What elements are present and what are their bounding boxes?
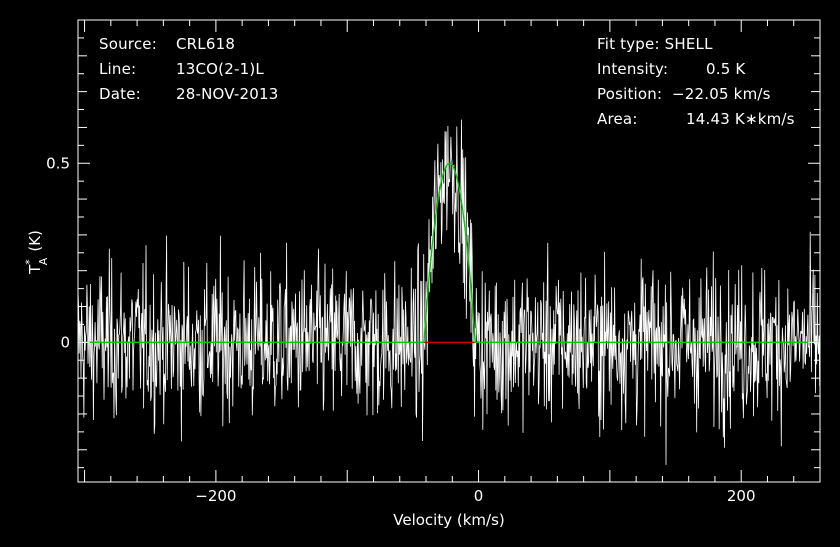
position-value: −22.05 km/s [672,85,771,103]
x-tick-label: 0 [474,487,484,505]
x-tick-label: 200 [727,487,756,505]
intensity-label: Intensity: [597,60,669,78]
plot-frame [77,19,821,483]
spectrum-trace [77,119,821,465]
axis-tick-labels: −200 0 200 0 0.5 [46,154,755,505]
position-label: Position: [597,85,663,103]
axis-ticks [78,19,821,482]
source-value: CRL618 [176,35,236,53]
x-axis-label: Velocity (km/s) [393,511,504,529]
y-tick-label: 0 [60,333,70,351]
area-label: Area: [597,110,638,128]
y-tick-label: 0.5 [46,154,70,172]
svg-text:T*A(K): T*A(K) [23,230,50,275]
date-label: Date: [99,85,141,103]
fit-type: Fit type: SHELL [597,35,713,53]
line-label: Line: [99,60,137,78]
source-label: Source: [99,35,157,53]
spectrum-line [77,119,821,465]
area-value: 14.43 K∗km/s [686,110,795,128]
x-tick-label: −200 [195,487,236,505]
line-value: 13CO(2-1)L [176,60,264,78]
date-value: 28-NOV-2013 [176,85,279,103]
shell-fit-curve [78,162,820,343]
intensity-value: 0.5 K [706,60,746,78]
y-axis-label: T*A(K) [23,230,50,275]
